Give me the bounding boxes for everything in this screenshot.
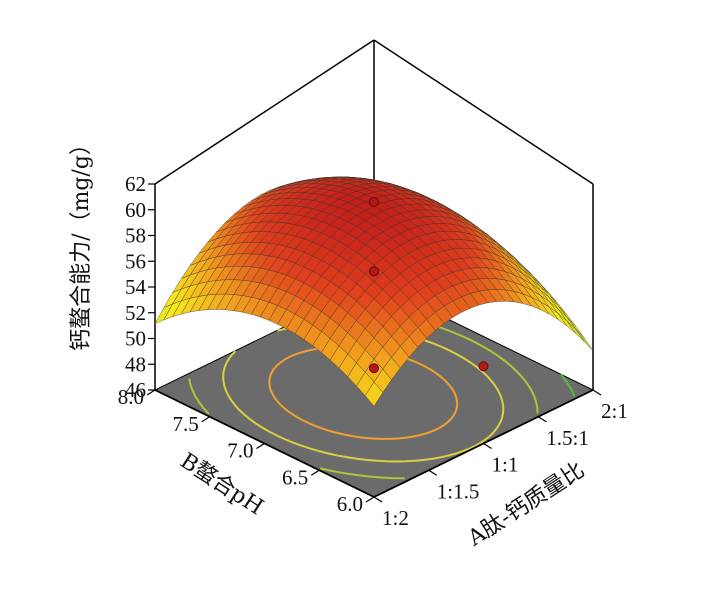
- surface-mesh: [154, 176, 594, 407]
- y-tick-label: 6.5: [282, 465, 308, 489]
- z-tick-label: 58: [125, 224, 146, 248]
- design-point: [369, 266, 379, 277]
- y-tick-mark: [256, 442, 265, 450]
- z-tick-label: 62: [125, 172, 146, 196]
- y-tick-label: 6.0: [337, 492, 363, 516]
- z-tick-label: 60: [125, 198, 146, 222]
- z-tick-label: 46: [125, 378, 146, 402]
- design-point: [478, 361, 489, 372]
- y-tick-mark: [146, 389, 156, 396]
- x-tick-mark: [592, 389, 602, 396]
- z-tick-label: 56: [125, 249, 146, 273]
- x-tick-mark: [537, 416, 547, 423]
- axis-line-top-right: [373, 39, 594, 185]
- y-tick-mark: [201, 416, 211, 423]
- surface-cell: [566, 320, 585, 342]
- z-tick-label: 54: [125, 275, 147, 299]
- x-tick-mark: [483, 442, 492, 450]
- y-axis-label: B螯合pH: [176, 449, 268, 521]
- design-points: [369, 197, 489, 374]
- y-tick-mark: [310, 469, 320, 476]
- x-axis-label: A肽-钙质量比: [463, 458, 589, 552]
- x-tick-label: 1:1: [492, 453, 519, 477]
- x-tick-label: 1:1.5: [437, 479, 480, 503]
- axis-line-top-left: [154, 39, 375, 185]
- z-axis-label: 钙螯合能力/（mg/g）: [69, 133, 94, 351]
- y-tick-label: 8.0: [118, 385, 144, 409]
- z-tick-label: 50: [125, 327, 146, 351]
- x-tick-label: 1:2: [382, 506, 409, 530]
- design-point: [369, 363, 379, 374]
- z-tick-label: 52: [125, 301, 146, 325]
- y-tick-label: 7.0: [227, 439, 253, 463]
- surface-cell: [575, 328, 594, 351]
- x-tick-label: 1.5:1: [546, 426, 589, 450]
- design-point: [369, 197, 379, 208]
- x-tick-mark: [373, 496, 383, 503]
- x-tick-label: 2:1: [601, 399, 628, 423]
- z-tick-label: 48: [125, 352, 146, 376]
- y-tick-mark: [365, 496, 375, 503]
- y-tick-label: 7.5: [173, 412, 199, 436]
- x-tick-mark: [428, 469, 438, 476]
- surface-cell: [364, 381, 384, 407]
